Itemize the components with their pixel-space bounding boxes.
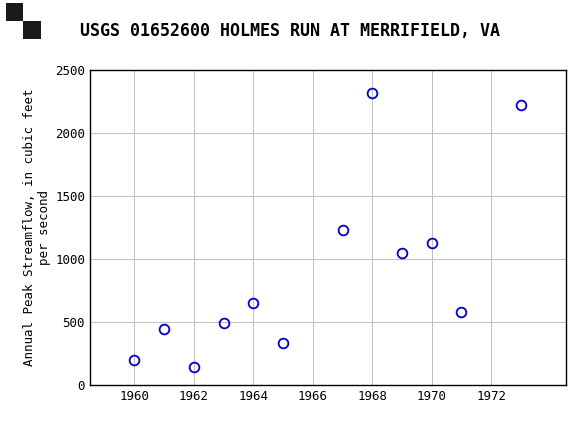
- Text: USGS: USGS: [45, 11, 109, 31]
- Text: USGS 01652600 HOLMES RUN AT MERRIFIELD, VA: USGS 01652600 HOLMES RUN AT MERRIFIELD, …: [80, 22, 500, 40]
- Y-axis label: Annual Peak Streamflow, in cubic feet
per second: Annual Peak Streamflow, in cubic feet pe…: [23, 89, 51, 366]
- FancyBboxPatch shape: [6, 3, 41, 39]
- FancyBboxPatch shape: [23, 21, 41, 39]
- FancyBboxPatch shape: [6, 3, 23, 21]
